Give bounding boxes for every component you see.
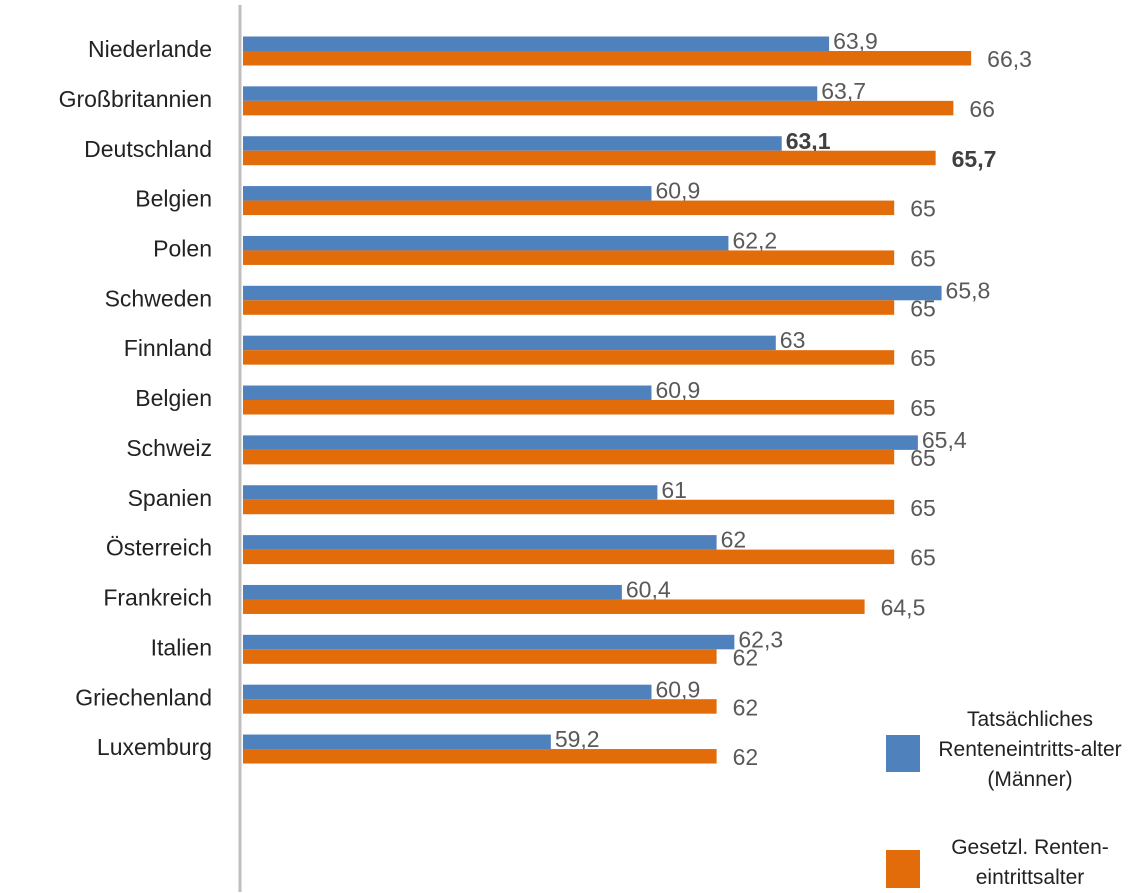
- data-label: 60,9: [655, 676, 700, 702]
- data-label: 63: [780, 327, 806, 353]
- bar: [243, 86, 818, 101]
- bar: [243, 300, 895, 315]
- y-tick-label: Spanien: [128, 485, 212, 511]
- bar: [243, 749, 717, 764]
- bar: [243, 51, 972, 66]
- bar: [243, 150, 936, 166]
- data-label: 63,7: [821, 78, 866, 104]
- data-label: 65: [910, 345, 936, 371]
- data-label: 62: [721, 527, 747, 553]
- bar: [243, 186, 652, 201]
- data-label: 63,9: [833, 28, 878, 54]
- bar: [243, 699, 717, 714]
- y-tick-label: Belgien: [135, 186, 212, 212]
- y-tick-label: Griechenland: [75, 684, 212, 710]
- data-label: 65: [910, 395, 936, 421]
- y-tick-label: Schweiz: [126, 435, 212, 461]
- bar: [243, 584, 622, 600]
- data-label: 66,3: [987, 46, 1032, 72]
- y-tick-label: Frankreich: [103, 585, 212, 611]
- data-label: 59,2: [555, 726, 600, 752]
- legend-swatch: [886, 735, 920, 772]
- legend-swatch: [886, 850, 920, 888]
- bar: [243, 285, 942, 301]
- bar: [243, 634, 735, 650]
- data-label: 60,4: [626, 577, 671, 603]
- data-label: 64,5: [881, 595, 926, 621]
- bar: [243, 549, 895, 565]
- bar: [243, 535, 717, 550]
- legend-label: Tatsächliches Renteneintritts-alter (Män…: [938, 708, 1122, 791]
- y-tick-label: Belgien: [135, 385, 212, 411]
- y-tick-label: Luxemburg: [97, 734, 212, 760]
- data-label: 65: [910, 246, 936, 272]
- bar: [243, 200, 895, 216]
- bar: [243, 36, 830, 51]
- y-tick-label: Niederlande: [88, 36, 212, 62]
- data-label: 62: [733, 694, 759, 720]
- data-label: 65,4: [922, 427, 967, 453]
- y-tick-label: Österreich: [106, 535, 212, 561]
- bar: [243, 499, 895, 515]
- bar: [243, 235, 729, 251]
- data-label: 63,1: [786, 128, 831, 154]
- y-tick-label: Großbritannien: [59, 86, 212, 112]
- data-label: 65,7: [952, 146, 997, 172]
- data-label: 65,8: [946, 277, 991, 303]
- bar: [243, 684, 652, 700]
- y-tick-label: Italien: [151, 634, 212, 660]
- bar: [243, 100, 954, 116]
- data-label: 65: [910, 545, 936, 571]
- data-label: 62,2: [732, 228, 777, 254]
- bar: [243, 649, 717, 664]
- bar: [243, 599, 865, 614]
- y-tick-label: Finnland: [124, 335, 212, 361]
- bar: [243, 250, 895, 265]
- data-label: 60,9: [655, 377, 700, 403]
- bar: [243, 485, 658, 500]
- data-label: 62: [733, 644, 759, 670]
- y-tick-label: Schweden: [105, 285, 212, 311]
- y-tick-label: Polen: [153, 236, 212, 262]
- data-label: 62: [733, 744, 759, 770]
- bar: [243, 400, 895, 415]
- bar: [243, 435, 918, 450]
- data-label: 65: [910, 295, 936, 321]
- data-label: 65: [910, 196, 936, 222]
- bar: [243, 449, 895, 465]
- legend-label: Gesetzl. Renten-eintrittsalter: [951, 836, 1109, 889]
- y-tick-label: Deutschland: [84, 136, 212, 162]
- data-label: 66: [969, 96, 995, 122]
- bar: [243, 734, 551, 750]
- data-label: 60,9: [655, 178, 700, 204]
- bar: [243, 385, 652, 401]
- bar: [243, 335, 776, 351]
- data-label: 61: [661, 477, 687, 503]
- bar: [243, 136, 782, 151]
- data-label: 62,3: [738, 626, 783, 652]
- data-label: 65: [910, 445, 936, 471]
- bar: [243, 350, 895, 365]
- data-label: 65: [910, 495, 936, 521]
